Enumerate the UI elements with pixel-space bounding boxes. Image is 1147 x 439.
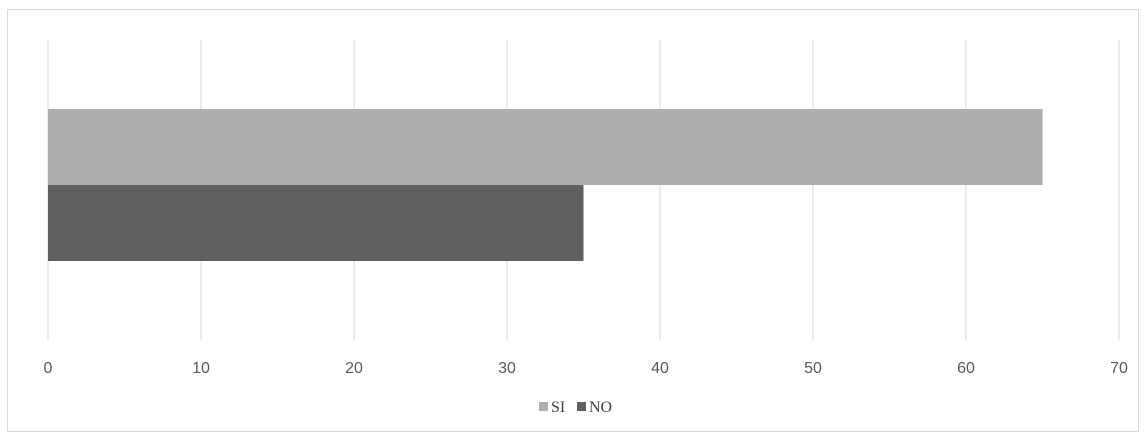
x-tick-label-30: 30 [498, 360, 516, 377]
legend-swatch-no [577, 402, 586, 411]
x-tick-label-60: 60 [957, 360, 975, 377]
x-tick-label-10: 10 [192, 360, 210, 377]
grid-lines [47, 40, 1120, 340]
legend-label-si: SI [551, 399, 565, 416]
x-tick-labels: 0 10 20 30 40 50 60 70 [44, 360, 1128, 377]
x-tick-label-70: 70 [1110, 360, 1128, 377]
x-tick-label-40: 40 [651, 360, 669, 377]
x-tick-label-0: 0 [44, 360, 53, 377]
x-tick-label-20: 20 [345, 360, 363, 377]
bars [48, 109, 1043, 261]
legend-swatch-si [539, 402, 548, 411]
legend: SI NO [539, 399, 612, 416]
x-tick-label-50: 50 [804, 360, 822, 377]
bar-no [48, 185, 584, 261]
bar-si [48, 109, 1043, 185]
legend-label-no: NO [589, 399, 612, 416]
